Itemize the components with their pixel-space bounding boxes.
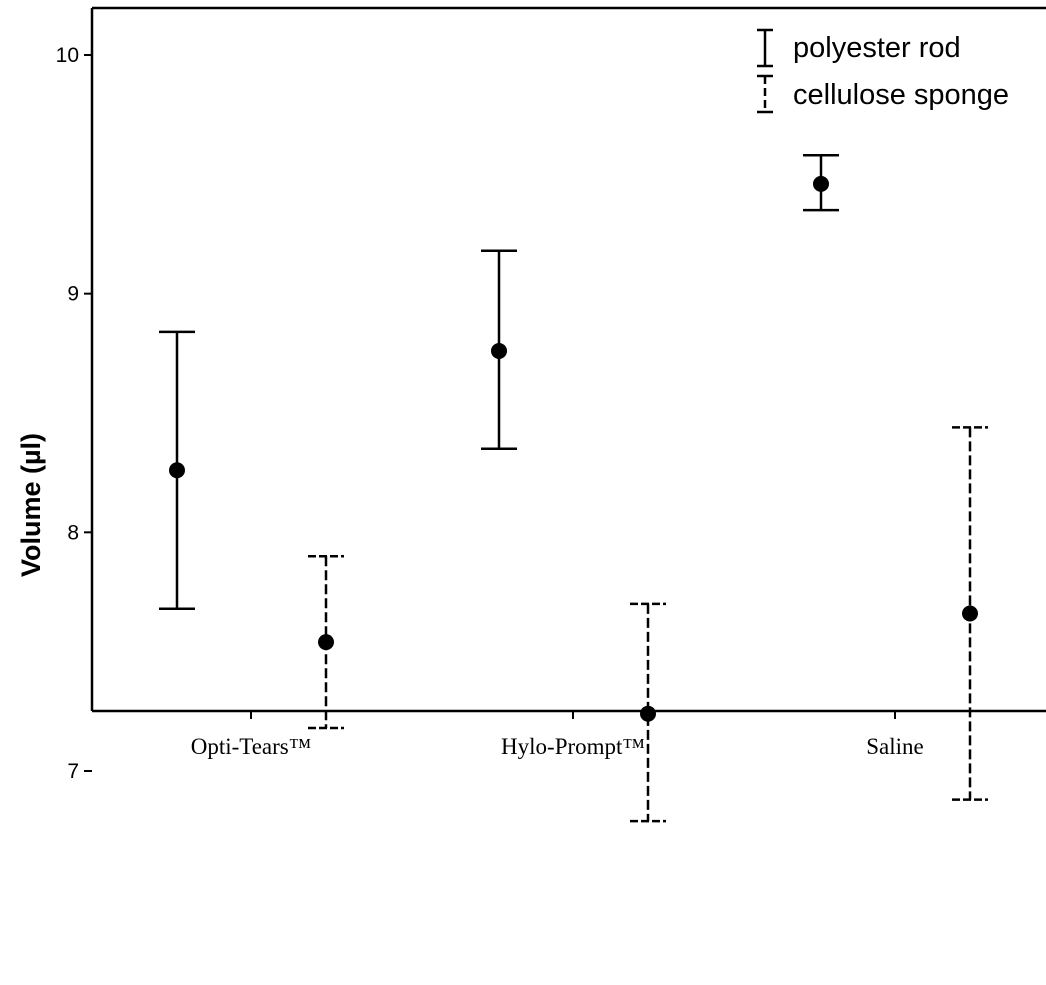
mean-point bbox=[962, 605, 978, 622]
y-tick-label: 9 bbox=[67, 283, 79, 306]
mean-point bbox=[640, 705, 656, 722]
y-tick-label: 7 bbox=[67, 760, 79, 783]
y-tick-label: 8 bbox=[67, 521, 79, 544]
mean-point bbox=[318, 634, 334, 651]
error-bar-group bbox=[481, 249, 517, 451]
error-bar-group bbox=[308, 554, 344, 730]
mean-point bbox=[169, 462, 185, 479]
legend-label-polyester-rod: polyester rod bbox=[793, 32, 961, 64]
x-category-label: Hylo-Prompt™ bbox=[501, 734, 645, 759]
mean-point bbox=[813, 175, 829, 192]
error-bars bbox=[159, 153, 988, 823]
y-tick-label: 10 bbox=[56, 44, 79, 67]
axes bbox=[90, 6, 1046, 713]
error-bar-group bbox=[952, 426, 988, 801]
x-categories: Opti-Tears™ Hylo-Prompt™ Saline bbox=[191, 711, 924, 759]
x-category-label: Saline bbox=[866, 734, 924, 759]
mean-point bbox=[491, 342, 507, 359]
error-bar-group bbox=[159, 330, 195, 610]
legend: polyester rod cellulose sponge bbox=[757, 28, 1009, 114]
y-axis-title: Volume (µl) bbox=[16, 433, 46, 577]
legend-label-cellulose-sponge: cellulose sponge bbox=[793, 79, 1009, 111]
y-ticks: 7 8 9 10 bbox=[56, 44, 92, 783]
error-bar-group bbox=[803, 153, 839, 212]
x-category-label: Opti-Tears™ bbox=[191, 734, 312, 759]
error-bar-group bbox=[630, 602, 666, 823]
